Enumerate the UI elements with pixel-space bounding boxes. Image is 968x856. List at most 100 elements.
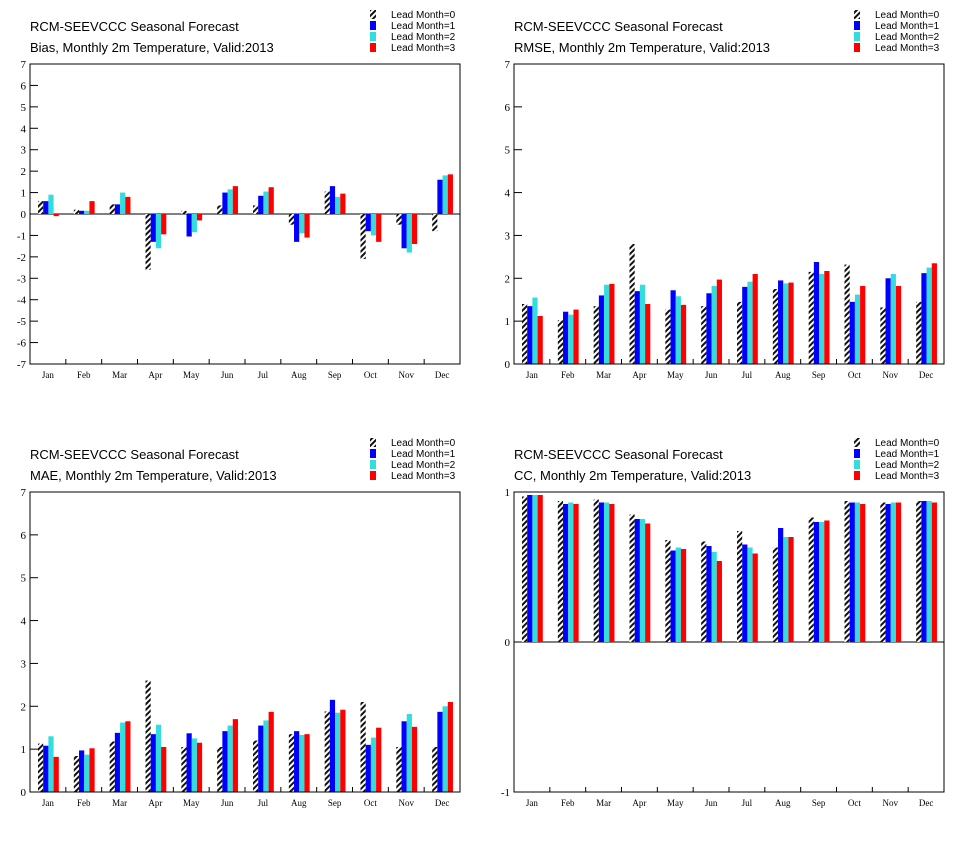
bar-feb-lead2 <box>568 502 574 642</box>
y-tick-label: -2 <box>17 252 26 264</box>
bar-jun-lead1 <box>706 546 712 642</box>
bar-sep-lead0 <box>324 191 330 214</box>
bar-apr-lead0 <box>629 514 635 642</box>
x-tick-label: Sep <box>812 370 826 380</box>
bar-jul-lead3 <box>752 553 758 642</box>
bar-dec-lead1 <box>921 501 927 642</box>
x-tick-label: Apr <box>632 798 646 808</box>
bar-dec-lead2 <box>442 706 448 792</box>
x-tick-label: Dec <box>435 798 450 808</box>
legend-swatch <box>854 43 860 52</box>
x-tick-label: Dec <box>919 370 934 380</box>
plot-frame <box>29 63 461 365</box>
bar-jul-lead1 <box>742 286 748 364</box>
bar-sep-lead0 <box>324 711 330 792</box>
x-tick-label: Feb <box>561 370 575 380</box>
bar-nov-lead3 <box>895 286 902 364</box>
legend-swatch <box>370 43 376 52</box>
bar-jun-lead0 <box>701 541 707 642</box>
x-tick-label: Feb <box>77 798 91 808</box>
bar-may-lead1 <box>186 733 192 792</box>
bar-may-lead0 <box>665 309 671 364</box>
bar-jan-lead2 <box>48 736 54 792</box>
chart-title: RCM-SEEVCCC Seasonal Forecast <box>30 19 239 34</box>
bar-jan-lead3 <box>537 495 543 642</box>
bar-may-lead1 <box>670 550 676 642</box>
legend-swatch <box>854 32 860 41</box>
bar-jun-lead2 <box>227 725 233 792</box>
bar-dec-lead1 <box>437 711 443 792</box>
chart-title: RCM-SEEVCCC Seasonal Forecast <box>514 19 723 34</box>
bar-sep-lead3 <box>824 520 830 642</box>
bar-oct-lead3 <box>376 727 382 792</box>
y-tick-label: 5 <box>21 102 27 114</box>
y-tick-label: 2 <box>505 273 511 285</box>
y-tick-label: 4 <box>505 188 511 200</box>
bar-jul-lead3 <box>268 711 274 792</box>
chart-title: RCM-SEEVCCC Seasonal Forecast <box>514 447 723 462</box>
bar-sep-lead3 <box>824 271 830 364</box>
bar-nov-lead0 <box>396 747 402 792</box>
bar-dec-lead3 <box>447 174 453 214</box>
bar-mar-lead1 <box>598 502 605 642</box>
y-tick-label: 6 <box>21 80 27 92</box>
y-tick-label: -3 <box>17 273 27 285</box>
bar-feb-lead2 <box>84 210 90 214</box>
bar-apr-lead0 <box>629 244 635 364</box>
bar-jun-lead0 <box>217 747 223 792</box>
x-tick-label: Jan <box>42 370 54 380</box>
bar-may-lead3 <box>680 304 687 364</box>
bar-feb-lead2 <box>84 754 90 792</box>
x-tick-label: Jan <box>526 370 538 380</box>
legend-swatch <box>370 471 376 480</box>
x-tick-label: Sep <box>812 798 826 808</box>
bar-oct-lead3 <box>376 214 382 242</box>
bar-nov-lead2 <box>890 274 896 364</box>
bar-feb-lead3 <box>89 748 95 792</box>
bar-apr-lead3 <box>645 523 651 642</box>
x-tick-label: Feb <box>561 798 575 808</box>
bar-jun-lead0 <box>701 306 707 364</box>
bar-nov-lead2 <box>406 214 412 253</box>
bar-sep-lead1 <box>813 522 820 642</box>
legend-label: Lead Month=1 <box>391 21 456 32</box>
x-tick-label: Nov <box>399 798 415 808</box>
legend-swatch <box>370 21 376 30</box>
bar-aug-lead0 <box>288 214 295 225</box>
chart-panel: RCM-SEEVCCC Seasonal Forecast Bias, Month… <box>17 10 461 380</box>
legend-label: Lead Month=3 <box>391 43 456 54</box>
bar-feb-lead0 <box>73 209 80 214</box>
bar-may-lead2 <box>675 296 681 364</box>
bar-sep-lead0 <box>808 517 814 642</box>
y-tick-label: 1 <box>505 487 511 499</box>
legend-swatch <box>370 449 376 458</box>
bar-may-lead0 <box>665 540 671 642</box>
bar-sep-lead0 <box>808 271 814 364</box>
y-tick-label: 7 <box>21 487 27 499</box>
x-tick-label: Jan <box>42 798 54 808</box>
x-tick-label: Feb <box>77 370 91 380</box>
y-tick-label: 4 <box>21 123 27 135</box>
x-tick-label: Nov <box>399 370 415 380</box>
bar-aug-lead2 <box>299 735 305 792</box>
chart-panel: RCM-SEEVCCC Seasonal Forecast CC, Monthly… <box>501 438 945 808</box>
bar-oct-lead2 <box>854 294 861 364</box>
bar-dec-lead1 <box>437 179 443 214</box>
x-tick-label: Mar <box>596 370 611 380</box>
bar-apr-lead2 <box>155 214 162 249</box>
chart-panel: RCM-SEEVCCC Seasonal Forecast RMSE, Month… <box>505 10 945 380</box>
y-tick-label: 0 <box>505 637 511 649</box>
legend-swatch <box>370 438 376 447</box>
bar-mar-lead2 <box>604 284 610 364</box>
legend-label: Lead Month=2 <box>875 460 940 471</box>
bar-jul-lead0 <box>253 205 259 214</box>
bar-dec-lead0 <box>432 214 438 232</box>
bar-apr-lead2 <box>155 724 162 792</box>
bar-jul-lead3 <box>752 274 758 364</box>
bar-mar-lead1 <box>114 732 121 792</box>
bar-sep-lead2 <box>819 522 825 642</box>
bar-jul-lead1 <box>258 195 264 214</box>
bar-mar-lead0 <box>109 204 115 214</box>
legend-label: Lead Month=3 <box>391 471 456 482</box>
